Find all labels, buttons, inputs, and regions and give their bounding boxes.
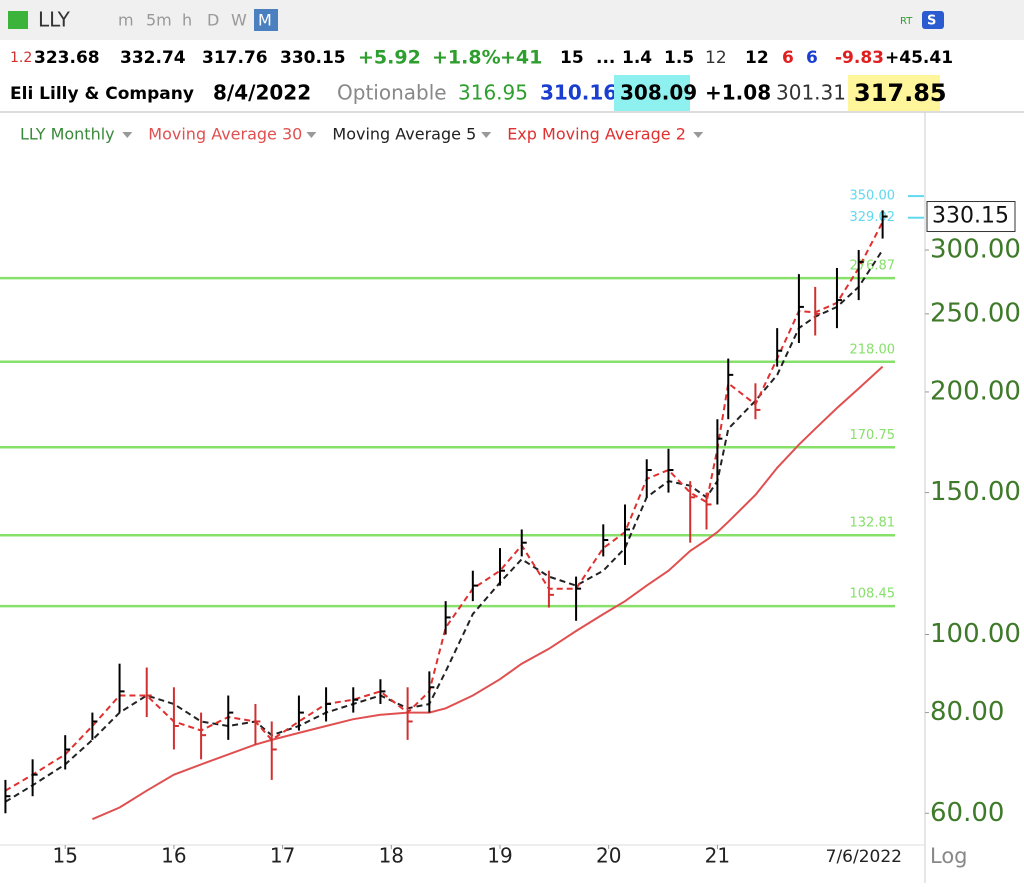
quote-field: 1.2	[10, 50, 32, 66]
quote-field: ...	[596, 48, 615, 68]
badge-bg	[922, 11, 944, 29]
quote-highlight	[848, 75, 940, 111]
quote-field: 1.5	[664, 48, 694, 68]
date-label: 7/6/2022	[826, 847, 902, 867]
x-tick-label: 18	[379, 844, 404, 868]
quote-field: 332.74	[120, 48, 186, 68]
quote-field: 317.76	[202, 48, 268, 68]
last-price-label: 330.15	[932, 204, 1009, 229]
quote-field: 12	[745, 48, 769, 68]
legend-dropdown[interactable]	[693, 132, 704, 138]
indicator-line	[92, 365, 884, 821]
quote-field: 15	[560, 48, 584, 68]
legend-dropdown[interactable]	[122, 132, 133, 138]
y-tick-label: 60.00	[930, 798, 1004, 828]
legend-dropdown[interactable]	[306, 132, 317, 138]
quote-field: 12	[705, 48, 727, 68]
level-label: 170.75	[850, 428, 896, 443]
active-button-bg	[254, 9, 278, 31]
legend-entry[interactable]: Moving Average 5	[332, 125, 476, 144]
legend-entry[interactable]: LLY Monthly	[20, 125, 115, 144]
quote-field: 317.85	[854, 79, 947, 107]
timeframe-button[interactable]: W	[231, 11, 247, 30]
y-tick-label: 300.00	[930, 235, 1021, 265]
quote-field: +45.41	[885, 48, 953, 68]
legend-dropdown[interactable]	[481, 132, 492, 138]
quote-field: Optionable	[337, 81, 447, 105]
timeframe-button[interactable]: m	[118, 11, 134, 30]
scale-label[interactable]: Log	[930, 844, 968, 868]
quote-field: +1.8%	[432, 47, 501, 69]
timeframe-button[interactable]: 5m	[146, 11, 172, 30]
symbol[interactable]: LLY	[38, 8, 71, 32]
add-icon[interactable]	[8, 11, 28, 29]
x-tick-label: 15	[52, 844, 77, 868]
quote-field: 323.68	[34, 48, 100, 68]
quote-field: 330.15	[280, 48, 346, 68]
level-label: 132.81	[850, 516, 896, 531]
quote-field: -9.83	[835, 48, 884, 68]
x-tick-label: 16	[161, 844, 186, 868]
badge[interactable]: S	[927, 14, 936, 29]
x-tick-label: 17	[270, 844, 295, 868]
quote-field: Eli Lilly & Company	[10, 84, 194, 104]
quote-field: 301.31	[776, 81, 846, 105]
quote-field: 310.16	[540, 81, 617, 105]
quote-field: 308.09	[620, 81, 697, 105]
last-price-box	[926, 201, 1016, 233]
y-tick-label: 150.00	[930, 477, 1021, 507]
annotation-label: 329.02	[850, 210, 896, 225]
quote-field: +5.92	[358, 47, 421, 69]
indicator-line	[4, 221, 884, 792]
timeframe-button[interactable]: h	[182, 11, 192, 30]
toolbar-bg	[0, 0, 1024, 40]
quote-field: 6	[782, 48, 794, 68]
quote-field: 8/4/2022	[213, 81, 311, 105]
badge[interactable]: RT	[900, 16, 913, 27]
x-tick-label: 19	[487, 844, 512, 868]
y-tick-label: 80.00	[930, 697, 1004, 727]
y-tick-label: 200.00	[930, 376, 1021, 406]
timeframe-button[interactable]: M	[258, 11, 272, 30]
timeframe-button[interactable]: D	[207, 11, 219, 30]
level-label: 108.45	[850, 587, 896, 602]
x-tick-label: 20	[596, 844, 621, 868]
quote-field: +41	[500, 47, 542, 69]
level-label: 218.00	[850, 342, 896, 357]
y-tick-label: 100.00	[930, 619, 1021, 649]
quote-field: +1.08	[705, 81, 771, 105]
quote-highlight	[614, 75, 690, 111]
quote-field: 316.95	[458, 81, 528, 105]
indicator-line	[4, 249, 884, 803]
quote-field: 1.4	[622, 48, 652, 68]
annotation-label: 350.00	[850, 189, 896, 204]
legend-entry[interactable]: Exp Moving Average 2	[507, 125, 686, 144]
x-tick-label: 21	[705, 844, 730, 868]
y-tick-label: 250.00	[930, 298, 1021, 328]
quote-field: 6	[806, 48, 818, 68]
legend-entry[interactable]: Moving Average 30	[148, 125, 302, 144]
